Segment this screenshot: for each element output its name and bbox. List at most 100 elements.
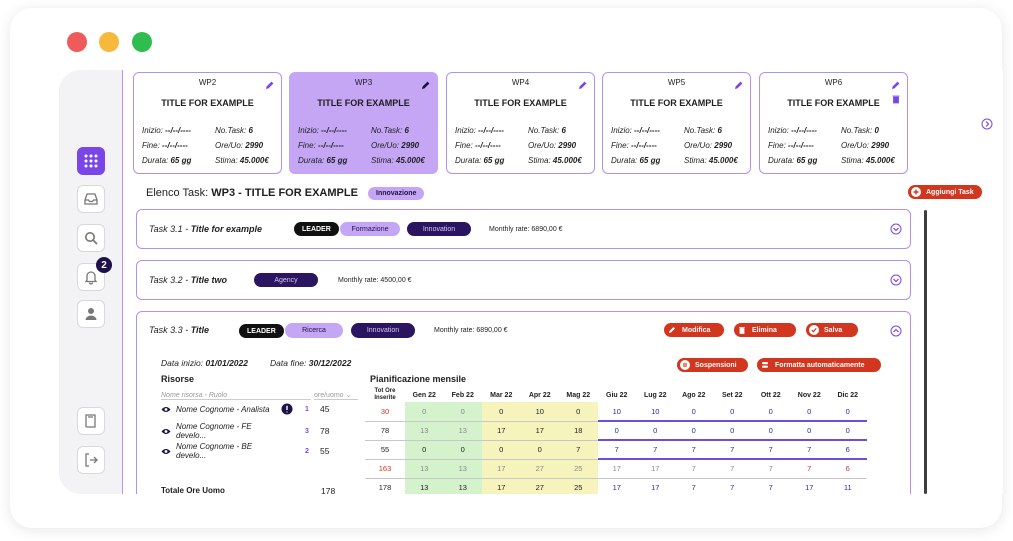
month-header: Gen 22 — [412, 391, 436, 399]
month-cell[interactable]: 0 — [597, 421, 636, 441]
wp-field-value: 6 — [404, 126, 409, 135]
chevron-up-icon[interactable] — [890, 325, 902, 337]
month-cell[interactable]: 0 — [790, 421, 829, 441]
month-cell[interactable]: 7 — [751, 440, 790, 460]
formatta-label: Formatta automaticamente — [775, 361, 865, 369]
pencil-icon[interactable] — [265, 77, 275, 89]
month-cell[interactable]: 0 — [828, 421, 867, 441]
month-cell[interactable]: 0 — [405, 402, 444, 422]
month-cell[interactable]: 0 — [443, 440, 482, 460]
month-cell[interactable]: 0 — [713, 421, 752, 441]
resource-hours: 45 — [320, 404, 330, 414]
eye-icon[interactable] — [161, 406, 171, 413]
data-fine: Data fine: 30/12/2022 — [270, 358, 351, 368]
month-cell[interactable]: 17 — [482, 421, 521, 441]
salva-button[interactable]: Salva — [806, 323, 858, 337]
resource-count[interactable]: 1 — [305, 405, 309, 413]
month-cell[interactable]: 7 — [713, 440, 752, 460]
search-nav-button[interactable] — [77, 224, 105, 252]
month-cell[interactable]: 0 — [482, 402, 521, 422]
sospensioni-button[interactable]: Sospensioni — [677, 358, 748, 372]
month-cell[interactable]: 7 — [636, 440, 675, 460]
eye-icon[interactable] — [161, 428, 171, 435]
month-cell[interactable]: 0 — [674, 402, 713, 422]
scrollbar[interactable] — [924, 210, 927, 494]
month-cell[interactable]: 0 — [482, 440, 521, 460]
add-task-button[interactable]: Aggiungi Task — [908, 185, 982, 199]
trash-icon[interactable] — [891, 91, 901, 104]
minimize-window-button[interactable] — [99, 32, 119, 52]
month-cell[interactable]: 0 — [713, 402, 752, 422]
month-header: Set 22 — [721, 391, 743, 399]
formatta-button[interactable]: Formatta automaticamente — [757, 358, 881, 372]
month-cell[interactable]: 0 — [520, 440, 559, 460]
month-cell[interactable]: 17 — [520, 421, 559, 441]
modifica-label: Modifica — [682, 326, 711, 334]
wp-field-oreuo: Ore/Uo: 2990 — [528, 141, 576, 150]
wp-card[interactable]: WP6 TITLE FOR EXAMPLE Inizio: --/--/---- Fi… — [759, 72, 908, 174]
wp-card[interactable]: WP3 TITLE FOR EXAMPLE Inizio: --/--/---- Fi… — [289, 72, 438, 174]
inbox-nav-button[interactable] — [77, 185, 105, 213]
pencil-icon[interactable] — [734, 77, 744, 89]
chevron-down-icon[interactable] — [890, 274, 902, 286]
wp-title: TITLE FOR EXAMPLE — [630, 98, 723, 108]
month-cell[interactable]: 10 — [597, 402, 636, 422]
resource-count[interactable]: 2 — [305, 447, 309, 455]
wp-field-label: Fine: — [298, 141, 316, 150]
pencil-icon[interactable] — [891, 77, 901, 89]
month-cell[interactable]: 0 — [828, 402, 867, 422]
wp-field-label: Ore/Uo: — [528, 141, 557, 150]
month-cell[interactable]: 0 — [674, 421, 713, 441]
task-card-3-1[interactable]: Task 3.1 - Title for example LEADER Form… — [136, 209, 911, 249]
docs-nav-button[interactable] — [77, 407, 105, 435]
month-cell[interactable]: 18 — [559, 421, 598, 441]
pencil-icon[interactable] — [421, 77, 431, 89]
wp-field-label: Stima: — [684, 156, 707, 165]
task-tag: Innovation — [407, 222, 471, 236]
month-cell[interactable]: 0 — [405, 440, 444, 460]
month-cell[interactable]: 6 — [828, 440, 867, 460]
month-cell[interactable]: 0 — [443, 402, 482, 422]
month-cell[interactable]: 7 — [674, 440, 713, 460]
pencil-icon[interactable] — [578, 77, 588, 89]
month-total-cell: 13 — [443, 459, 482, 479]
month-cell[interactable]: 10 — [520, 402, 559, 422]
task-name: Title — [190, 325, 210, 335]
tot-ore-cell: 55 — [365, 440, 405, 460]
ore-uomo-header[interactable]: ore/uomo ⌄ — [314, 391, 358, 400]
wp-field-oreuo: Ore/Uo: 2990 — [841, 141, 889, 150]
close-window-button[interactable] — [67, 32, 87, 52]
wp-card[interactable]: WP2 TITLE FOR EXAMPLE Inizio: --/--/---- Fi… — [133, 72, 282, 174]
month-cell[interactable]: 10 — [636, 402, 675, 422]
chevron-down-icon[interactable] — [890, 223, 902, 235]
task-tag: Agency — [254, 273, 318, 287]
month-cell[interactable]: 0 — [559, 402, 598, 422]
next-arrow-icon[interactable] — [981, 118, 993, 130]
logout-nav-button[interactable] — [77, 446, 105, 474]
chevron-down-icon: ⌄ — [345, 392, 352, 399]
wp-card[interactable]: WP4 TITLE FOR EXAMPLE Inizio: --/--/---- Fi… — [446, 72, 595, 174]
month-cell[interactable]: 7 — [790, 440, 829, 460]
wp-field-value: 65 gg — [639, 156, 661, 165]
month-cell[interactable]: 0 — [751, 402, 790, 422]
month-header: Ago 22 — [682, 391, 706, 399]
modifica-button[interactable]: Modifica — [664, 323, 724, 337]
wp-card[interactable]: WP5 TITLE FOR EXAMPLE Inizio: --/--/---- Fi… — [602, 72, 751, 174]
profile-nav-button[interactable] — [77, 300, 105, 328]
month-cell[interactable]: 7 — [597, 440, 636, 460]
resource-count[interactable]: 3 — [305, 427, 309, 435]
wp-code: WP2 — [198, 78, 217, 87]
maximize-window-button[interactable] — [132, 32, 152, 52]
eye-icon[interactable] — [161, 448, 171, 455]
month-cell[interactable]: 0 — [636, 421, 675, 441]
risorse-heading: Risorse — [161, 374, 195, 384]
task-card-3-2[interactable]: Task 3.2 - Title two Agency Monthly rate… — [136, 260, 911, 300]
month-cell[interactable]: 13 — [405, 421, 444, 441]
month-cell[interactable]: 7 — [559, 440, 598, 460]
elimina-button[interactable]: Elimina — [734, 323, 796, 337]
wp-field-value: --/--/---- — [478, 126, 504, 135]
month-cell[interactable]: 0 — [790, 402, 829, 422]
month-cell[interactable]: 0 — [751, 421, 790, 441]
month-cell[interactable]: 13 — [443, 421, 482, 441]
dashboard-nav-button[interactable] — [77, 147, 105, 175]
